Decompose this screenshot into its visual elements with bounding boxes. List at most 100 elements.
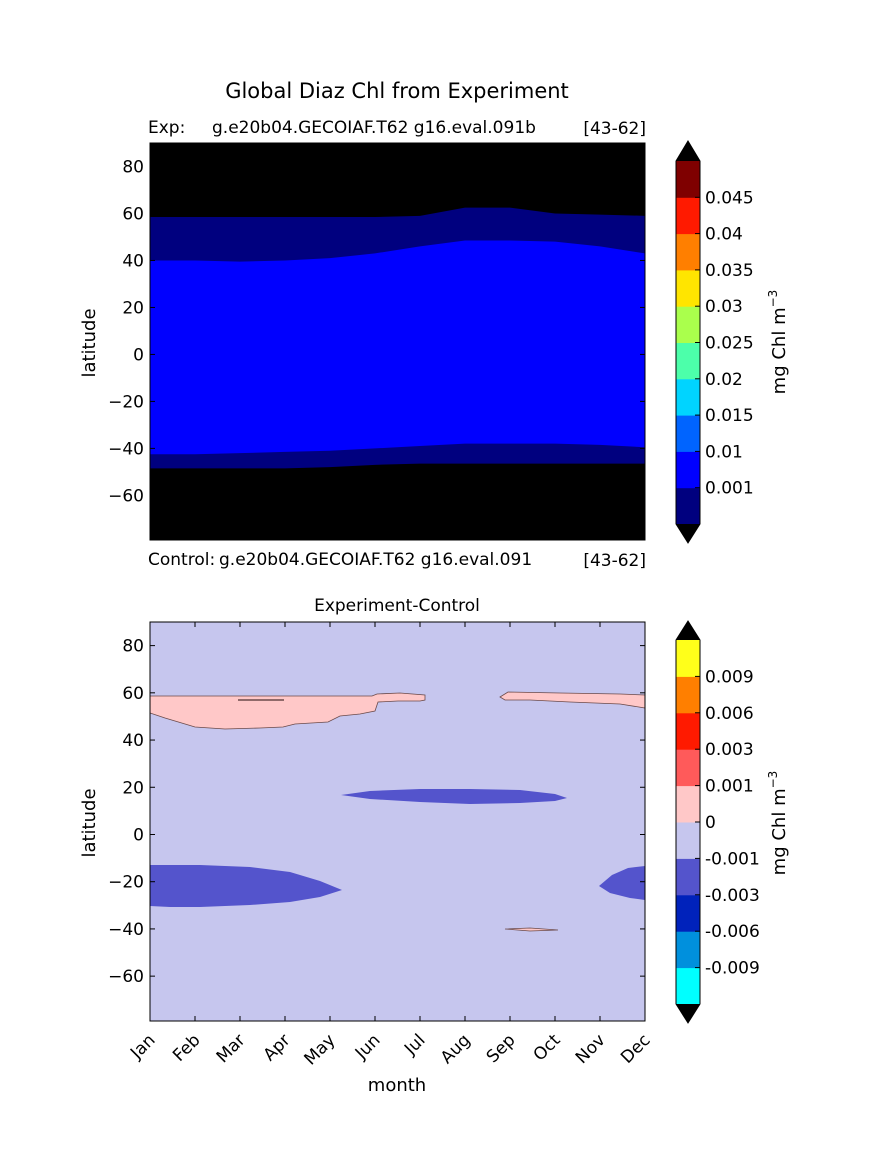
bottom-x-tick-label: Jun [351, 1030, 385, 1064]
bottom-y-tick-label: 40 [122, 731, 144, 751]
bottom-colorbar-segment [676, 858, 700, 896]
bottom-y-tick-label: −40 [108, 920, 144, 940]
top-plot-frame [149, 142, 646, 541]
bottom-colorbar-segment [676, 676, 700, 714]
bottom-colorbar-outline [675, 620, 701, 1024]
bottom-colorbar-segment [676, 785, 700, 823]
bottom-title: Experiment-Control [314, 596, 480, 616]
bottom-x-tick-label: Apr [260, 1030, 295, 1065]
top-y-tick-label: 40 [122, 251, 144, 271]
bottom-colorbar-tick-label: 0.003 [705, 740, 754, 760]
bottom-plot-frame [149, 621, 646, 1022]
top-colorbar-segment [676, 197, 700, 235]
bottom-colorbar-tick-label: 0 [705, 813, 716, 833]
bottom-colorbar-label: mg Chl m−3 [766, 771, 790, 876]
bottom-colorbar-tick-label: -0.001 [705, 849, 760, 869]
top-x-axis [149, 143, 646, 540]
top-y-axis: 80 60 40 20 0 −20 −40 −60 [108, 157, 645, 506]
bottom-colorbar-tick-label: 0.009 [705, 667, 754, 687]
bottom-colorbar-segment [676, 749, 700, 787]
bottom-colorbar-tick-label: -0.006 [705, 922, 760, 942]
bottom-y-tick-label: 0 [133, 825, 144, 845]
top-colorbar: 0.001 0.01 0.015 0.02 0.025 0.03 0.035 0.04 0.04… [675, 140, 790, 544]
top-colorbar-over-arrow [676, 141, 700, 161]
bottom-colorbar: -0.009 -0.006 -0.003 -0.001 0 0.001 0.003 0.006… [675, 620, 790, 1024]
top-colorbar-tick-label: 0.001 [705, 479, 754, 499]
figure-suptitle: Global Diaz Chl from Experiment [225, 79, 569, 103]
bottom-x-tick-label: Nov [572, 1030, 610, 1068]
top-y-tick-label: −60 [108, 486, 144, 506]
bottom-x-tick-label: Oct [530, 1030, 565, 1065]
top-ylabel: latitude [79, 308, 100, 377]
top-panel: Exp: g.e20b04.GECOIAF.T62 g16.eval.091b … [79, 118, 790, 544]
bottom-year-range: [43-62] [583, 551, 646, 571]
bottom-y-tick-label: 80 [122, 637, 144, 657]
bottom-plot-area [149, 621, 646, 1022]
bottom-contour-south-blue-west [150, 865, 342, 907]
top-colorbar-under-arrow [676, 524, 700, 543]
bottom-colorbar-tick-label: 0.001 [705, 777, 754, 797]
bottom-x-tick-label: Sep [483, 1030, 520, 1067]
bottom-x-tick-label: May [301, 1030, 340, 1069]
bottom-y-tick-label: 20 [122, 778, 144, 798]
top-colorbar-segment [676, 269, 700, 307]
top-y-tick-label: 0 [133, 345, 144, 365]
top-colorbar-segment [676, 233, 700, 271]
bottom-colorbar-label-superscript: −3 [766, 771, 780, 789]
top-colorbar-outline [675, 140, 701, 544]
bottom-colorbar-tick-label: 0.006 [705, 704, 754, 724]
bottom-y-tick-label: −20 [108, 873, 144, 893]
bottom-colorbar-segment [676, 967, 700, 1005]
bottom-colorbar-under-arrow [676, 1004, 700, 1023]
top-colorbar-segment [676, 487, 700, 525]
top-year-range: [43-62] [583, 119, 646, 139]
bottom-x-tick-label: Aug [437, 1030, 475, 1068]
bottom-contour-small-pink [504, 927, 559, 932]
top-colorbar-segment [676, 342, 700, 380]
top-colorbar-tick-label: 0.01 [705, 442, 743, 462]
bottom-colorbar-segment [676, 640, 700, 677]
bottom-contour-background [150, 622, 645, 1021]
top-experiment-name: g.e20b04.GECOIAF.T62 g16.eval.091b [212, 118, 536, 138]
bottom-y-tick-label: −60 [108, 967, 144, 987]
bottom-control-name: g.e20b04.GECOIAF.T62 g16.eval.091 [219, 550, 532, 570]
top-colorbar-segment [676, 451, 700, 489]
top-y-tick-label: −20 [108, 392, 144, 412]
bottom-xlabel: month [368, 1075, 426, 1096]
top-exp-label: Exp: [148, 118, 185, 138]
bottom-contour-equatorial-blue [341, 789, 567, 804]
top-plot-area [149, 142, 646, 541]
bottom-x-tick-label: Mar [213, 1030, 250, 1067]
bottom-x-tick-label: Feb [169, 1030, 204, 1065]
top-colorbar-segment [676, 415, 700, 452]
top-y-tick-label: −40 [108, 439, 144, 459]
bottom-x-tick-label: Dec [617, 1030, 654, 1067]
bottom-colorbar-tick-label: -0.003 [705, 886, 760, 906]
top-y-tick-label: 80 [122, 157, 144, 177]
top-colorbar-segment [676, 378, 700, 416]
top-contour-blue [150, 240, 645, 455]
bottom-y-tick-label: 60 [122, 684, 144, 704]
top-colorbar-label: mg Chl m−3 [766, 290, 790, 395]
bottom-colorbar-over-arrow [676, 621, 700, 640]
top-colorbar-tick-label: 0.03 [705, 297, 743, 317]
top-colorbar-label-superscript: −3 [766, 290, 780, 308]
bottom-contour-north-pink-west [149, 692, 426, 730]
top-colorbar-segment [676, 161, 700, 198]
top-colorbar-tick-label: 0.04 [705, 225, 743, 245]
bottom-y-axis: 80 60 40 20 0 −20 −40 −60 [108, 637, 645, 987]
bottom-colorbar-segment [676, 822, 700, 859]
top-y-tick-label: 20 [122, 298, 144, 318]
bottom-colorbar-segment [676, 712, 700, 750]
bottom-control-label: Control: [148, 550, 215, 570]
bottom-x-tick-label: Jul [400, 1030, 429, 1059]
bottom-ylabel: latitude [79, 788, 100, 857]
bottom-colorbar-tick-label: -0.009 [705, 959, 760, 979]
bottom-x-tick-label: Jan [126, 1030, 159, 1063]
top-colorbar-tick-label: 0.035 [705, 261, 754, 281]
bottom-contour-south-blue-east [599, 866, 645, 900]
top-colorbar-tick-label: 0.015 [705, 406, 754, 426]
top-colorbar-tick-label: 0.045 [705, 188, 754, 208]
top-colorbar-tick-label: 0.02 [705, 370, 743, 390]
